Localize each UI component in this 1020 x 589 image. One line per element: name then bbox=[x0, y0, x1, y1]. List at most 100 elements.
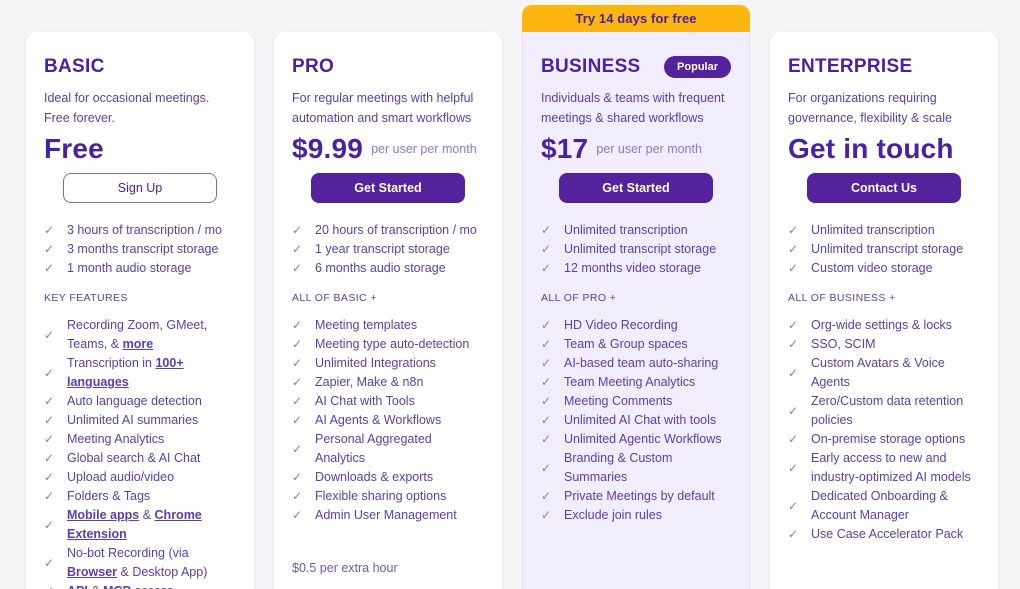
plan-name: BASIC bbox=[44, 56, 105, 77]
check-icon: ✓ bbox=[788, 460, 799, 475]
pricing-card-enterprise: ENTERPRISE For organizations requiring g… bbox=[770, 32, 998, 589]
cta-button-enterprise[interactable]: Contact Us bbox=[807, 173, 961, 203]
check-icon: ✓ bbox=[44, 582, 57, 589]
cta-button-business[interactable]: Get Started bbox=[559, 173, 713, 203]
plan-price: Get in touch bbox=[788, 133, 954, 164]
feature-text: Team Meeting Analytics bbox=[564, 373, 695, 392]
feature-text: 12 months video storage bbox=[564, 259, 701, 278]
check-icon: ✓ bbox=[788, 318, 799, 332]
feature-text-segment: Custom Avatars & Voice Agents bbox=[811, 356, 945, 389]
feature-item: ✓ Unlimited transcription bbox=[541, 221, 731, 240]
feature-item: ✓ Unlimited transcript storage bbox=[541, 240, 731, 259]
section-label: KEY FEATURES bbox=[44, 292, 128, 304]
feature-text-segment: Exclude join rules bbox=[564, 508, 662, 522]
feature-text: AI-based team auto-sharing bbox=[564, 354, 718, 373]
check-icon: ✓ bbox=[44, 242, 55, 256]
plan-price: $17 bbox=[541, 133, 589, 164]
feature-item: ✓ AI Chat with Tools bbox=[292, 392, 484, 411]
check-icon: ✓ bbox=[541, 508, 552, 522]
feature-text: 20 hours of transcription / mo bbox=[315, 221, 477, 240]
feature-link[interactable]: Chrome Extension bbox=[67, 508, 202, 541]
feature-item: ✓ Personal Aggregated Analytics bbox=[292, 430, 484, 468]
plan-description: For regular meetings with helpful automa… bbox=[292, 91, 474, 125]
feature-text-segment: Meeting Comments bbox=[564, 394, 673, 408]
feature-text-segment: Private Meetings by default bbox=[564, 489, 715, 503]
feature-text-segment: 12 months video storage bbox=[564, 261, 701, 275]
feature-text-segment: 3 months transcript storage bbox=[67, 242, 219, 256]
feature-link[interactable]: MCP bbox=[103, 584, 131, 589]
feature-link[interactable]: more bbox=[122, 337, 154, 351]
plan-price: Free bbox=[44, 133, 104, 164]
feature-text-segment: Unlimited transcript storage bbox=[564, 242, 717, 256]
check-icon: ✓ bbox=[788, 337, 799, 351]
feature-item: ✓ Meeting type auto-detection bbox=[292, 335, 484, 354]
feature-text-segment: On-premise storage options bbox=[811, 432, 966, 446]
feature-text: HD Video Recording bbox=[564, 316, 678, 335]
check-icon: ✓ bbox=[44, 555, 55, 570]
feature-link[interactable]: Mobile apps bbox=[67, 508, 140, 522]
feature-text: Dedicated Onboarding & Account Manager bbox=[811, 487, 980, 525]
price-row: $9.99 per user per month bbox=[292, 128, 484, 170]
feature-item: ✓ No-bot Recording (via Browser & Desktop… bbox=[44, 544, 236, 582]
plan-description: Individuals & teams with frequent meetin… bbox=[541, 91, 725, 125]
check-icon: ✓ bbox=[292, 489, 303, 503]
feature-item: ✓ 3 hours of transcription / mo bbox=[44, 221, 236, 240]
check-icon: ✓ bbox=[292, 337, 303, 351]
feature-text-segment: Upload audio/video bbox=[67, 470, 175, 484]
card-body: BASIC Ideal for occasional meetings. Fre… bbox=[26, 32, 254, 589]
feature-text-segment: 6 months audio storage bbox=[315, 261, 446, 275]
feature-item: ✓ Mobile apps & Chrome Extension bbox=[44, 506, 236, 544]
feature-text-segment: & bbox=[88, 584, 103, 589]
feature-item: ✓ 3 months transcript storage bbox=[44, 240, 236, 259]
plan-description: Ideal for occasional meetings. Free fore… bbox=[44, 91, 210, 125]
check-icon: ✓ bbox=[788, 403, 799, 418]
feature-item: ✓ Unlimited transcription bbox=[788, 221, 980, 240]
feature-text: Auto language detection bbox=[67, 392, 202, 411]
feature-text: Meeting type auto-detection bbox=[315, 335, 469, 354]
feature-item: ✓ Private Meetings by default bbox=[541, 487, 731, 506]
check-icon: ✓ bbox=[44, 489, 55, 503]
feature-text-segment: Team & Group spaces bbox=[564, 337, 688, 351]
card-body: ENTERPRISE For organizations requiring g… bbox=[770, 32, 998, 589]
section-label: ALL OF PRO + bbox=[541, 292, 617, 304]
feature-item: ✓ AI-based team auto-sharing bbox=[541, 354, 731, 373]
feature-link[interactable]: Browser bbox=[67, 565, 118, 579]
feature-item: ✓ 1 year transcript storage bbox=[292, 240, 484, 259]
trial-banner: Try 14 days for free bbox=[522, 5, 750, 32]
check-icon: ✓ bbox=[44, 432, 55, 446]
pricing-card-basic: BASIC Ideal for occasional meetings. Fre… bbox=[26, 32, 254, 589]
feature-text-segment: Use Case Accelerator Pack bbox=[811, 527, 964, 541]
cta-button-basic[interactable]: Sign Up bbox=[63, 173, 217, 203]
feature-item: ✓ Dedicated Onboarding & Account Manager bbox=[788, 487, 980, 525]
feature-text-segment: Folders & Tags bbox=[67, 489, 151, 503]
feature-text-segment: Meeting Analytics bbox=[67, 432, 165, 446]
feature-item: ✓ Org-wide settings & locks bbox=[788, 316, 980, 335]
feature-text-segment: Unlimited transcription bbox=[811, 223, 935, 237]
feature-text-segment: Flexible sharing options bbox=[315, 489, 447, 503]
check-icon: ✓ bbox=[541, 337, 552, 351]
feature-text: Admin User Management bbox=[315, 506, 457, 525]
feature-text: API & MCP access bbox=[67, 582, 173, 589]
feature-text-segment: Unlimited AI summaries bbox=[67, 413, 199, 427]
feature-link[interactable]: API bbox=[67, 584, 88, 589]
title-row: ENTERPRISE bbox=[788, 53, 980, 81]
feature-text: Meeting templates bbox=[315, 316, 417, 335]
feature-text: Meeting Comments bbox=[564, 392, 672, 411]
cta-button-pro[interactable]: Get Started bbox=[311, 173, 465, 203]
feature-text: On-premise storage options bbox=[811, 430, 965, 449]
check-icon: ✓ bbox=[788, 223, 799, 237]
feature-item: ✓ Meeting Analytics bbox=[44, 430, 236, 449]
feature-text: AI Agents & Workflows bbox=[315, 411, 441, 430]
top-feature-list: ✓ Unlimited transcription ✓ Unlimited trans… bbox=[788, 221, 980, 278]
price-row: $17 per user per month bbox=[541, 128, 731, 170]
check-icon: ✓ bbox=[541, 394, 552, 408]
feature-item: ✓ Team Meeting Analytics bbox=[541, 373, 731, 392]
check-icon: ✓ bbox=[788, 527, 799, 541]
plan-description: For organizations requiring governance, … bbox=[788, 91, 952, 125]
feature-link[interactable]: 100+ languages bbox=[67, 356, 184, 389]
feature-text-segment: HD Video Recording bbox=[564, 318, 678, 332]
section-label: ALL OF BASIC + bbox=[292, 292, 377, 304]
check-icon: ✓ bbox=[541, 375, 552, 389]
check-icon: ✓ bbox=[292, 223, 303, 237]
feature-text-segment: Meeting templates bbox=[315, 318, 418, 332]
